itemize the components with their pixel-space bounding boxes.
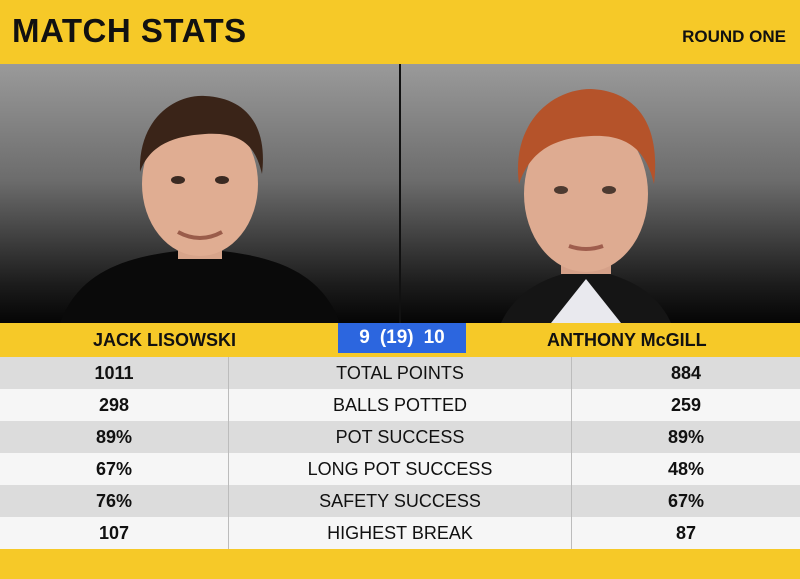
stat-left-value: 298 [98, 395, 130, 415]
player-portrait-left [60, 95, 340, 323]
stat-right-value: 48% [667, 459, 705, 479]
stat-right-value: 87 [675, 523, 697, 543]
stat-label: HIGHEST BREAK [327, 523, 473, 543]
score-right: 10 [423, 327, 445, 348]
stat-right-value: 259 [670, 395, 702, 415]
stat-right-value: 67% [667, 491, 705, 511]
stat-row: 298 BALLS POTTED 259 [0, 389, 800, 421]
round-label: ROUND ONE [682, 27, 786, 46]
stat-row: 76% SAFETY SUCCESS 67% [0, 485, 800, 517]
player-name-right: ANTHONY McGILL [547, 330, 707, 350]
stat-left-value: 89% [95, 427, 133, 447]
header-bar: MATCH STATS ROUND ONE [0, 0, 800, 64]
stat-left-value: 1011 [94, 363, 134, 383]
stat-label: TOTAL POINTS [336, 363, 464, 383]
stat-label: LONG POT SUCCESS [307, 459, 493, 479]
stat-label: BALLS POTTED [332, 395, 468, 415]
stat-row: 89% POT SUCCESS 89% [0, 421, 800, 453]
stat-row: 67% LONG POT SUCCESS 48% [0, 453, 800, 485]
stat-label: POT SUCCESS [335, 427, 465, 447]
page-title: MATCH STATS [12, 12, 247, 49]
player-photos [0, 64, 800, 323]
player-photo-right [401, 64, 800, 323]
score-best-of: (19) [379, 327, 414, 348]
stats-table: 1011 TOTAL POINTS 884 298 BALLS POTTED 2… [0, 357, 800, 549]
stat-label: SAFETY SUCCESS [319, 491, 481, 511]
stat-row: 1011 TOTAL POINTS 884 [0, 357, 800, 389]
stat-left-value: 76% [95, 491, 133, 511]
footer-bar [0, 549, 800, 579]
stat-row: 107 HIGHEST BREAK 87 [0, 517, 800, 549]
stat-right-value: 884 [670, 363, 702, 383]
stat-left-value: 107 [98, 523, 130, 543]
stat-left-value: 67% [95, 459, 133, 479]
player-portrait-right [501, 89, 671, 323]
player-name-left: JACK LISOWSKI [93, 330, 237, 350]
score-left: 9 [359, 327, 370, 348]
stat-right-value: 89% [667, 427, 705, 447]
player-photo-left [0, 64, 399, 323]
frame-score: 9 (19) 10 [338, 323, 466, 353]
